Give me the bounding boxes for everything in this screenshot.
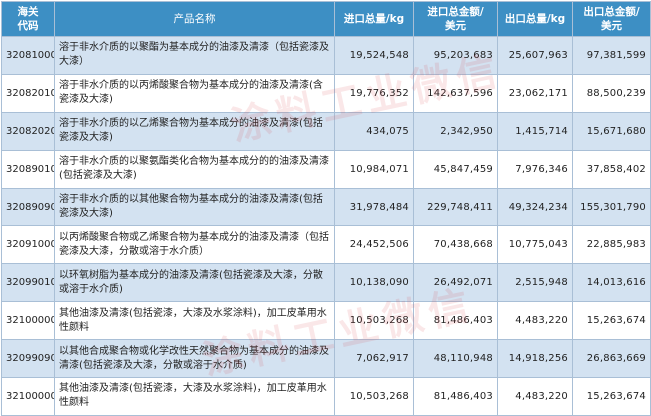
header-code: 海关 代码 (1, 1, 55, 37)
cell-code: 32081000 (1, 36, 55, 75)
table-row: 32081000 溶于非水介质的以聚酯为基本成分的油漆及清漆（包括瓷漆及大漆） … (1, 36, 651, 75)
cell-code: 32089010 (1, 149, 55, 189)
cell-import-qty: 24,452,506 (334, 225, 414, 265)
cell-code: 32100000 (1, 301, 55, 341)
cell-export-qty: 4,483,220 (497, 377, 573, 416)
cell-code: 32099010 (1, 263, 55, 303)
header-export-value: 出口总金额/美元 (572, 1, 651, 37)
table-row: 32099010 以环氧树脂为基本成分的油漆及清漆(包括瓷漆及大漆，分散或溶于水… (1, 263, 651, 303)
cell-export-value: 97,381,599 (572, 36, 651, 75)
cell-import-qty: 19,524,548 (334, 36, 414, 75)
header-import-qty: 进口总量/kg (334, 1, 414, 37)
cell-code: 32091000 (1, 225, 55, 265)
cell-export-value: 14,013,616 (572, 263, 651, 303)
cell-code: 32100000 (1, 377, 55, 416)
table-row: 32082010 溶于非水介质的以丙烯酸聚合物为基本成分的油漆及清漆(含瓷漆及大… (1, 73, 651, 113)
cell-import-value: 95,203,683 (413, 36, 498, 75)
cell-import-value: 2,342,950 (413, 111, 498, 151)
header-code-l1: 海关 (17, 6, 39, 18)
cell-import-value: 45,847,459 (413, 149, 498, 189)
cell-code: 32082010 (1, 73, 55, 113)
table-row: 32089090 溶于非水介质的以其他聚合物为基本成分的油漆及清漆(包括瓷漆及大… (1, 187, 651, 227)
cell-export-value: 15,263,674 (572, 301, 651, 341)
header-row: 海关代码 产品名称 进口总量/kg 进口总金额/美元 出口总量/kg 出口总金额… (1, 1, 651, 37)
cell-export-value: 15,671,680 (572, 111, 651, 151)
cell-export-qty: 2,515,948 (497, 263, 573, 303)
header-name: 产品名称 (54, 1, 335, 37)
cell-import-qty: 10,503,268 (334, 377, 414, 416)
cell-export-qty: 7,976,346 (497, 149, 573, 189)
cell-product-name: 以其他合成聚合物或化学改性天然聚合物为基本成分的油漆及清漆(包括瓷漆及大漆，分散… (54, 339, 335, 379)
cell-export-value: 22,885,983 (572, 225, 651, 265)
cell-import-qty: 10,138,090 (334, 263, 414, 303)
cell-import-qty: 434,075 (334, 111, 414, 151)
table-body: 32081000 溶于非水介质的以聚酯为基本成分的油漆及清漆（包括瓷漆及大漆） … (1, 36, 651, 416)
table-row: 32100000 其他油漆及清漆(包括瓷漆，大漆及水浆涂料)，加工皮革用水性颜料… (1, 301, 651, 341)
header-export-qty: 出口总量/kg (497, 1, 573, 37)
table-row: 32089010 溶于非水介质的以聚氨酯类化合物为基本成分的的油漆及清漆(包括瓷… (1, 149, 651, 189)
cell-export-value: 88,500,239 (572, 73, 651, 113)
table-row: 32100000 其他油漆及清漆(包括瓷漆，大漆及水浆涂料)，加工皮革用水性颜料… (1, 377, 651, 416)
cell-import-value: 81,486,403 (413, 377, 498, 416)
cell-import-value: 142,637,596 (413, 73, 498, 113)
cell-product-name: 其他油漆及清漆(包括瓷漆，大漆及水浆涂料)，加工皮革用水性颜料 (54, 377, 335, 416)
header-export-value-l2: 美元 (601, 20, 622, 32)
table-header: 海关代码 产品名称 进口总量/kg 进口总金额/美元 出口总量/kg 出口总金额… (1, 1, 651, 37)
cell-export-qty: 4,483,220 (497, 301, 573, 341)
cell-export-value: 15,263,674 (572, 377, 651, 416)
cell-export-qty: 23,062,171 (497, 73, 573, 113)
cell-export-qty: 49,324,234 (497, 187, 573, 227)
cell-export-qty: 25,607,963 (497, 36, 573, 75)
cell-product-name: 以丙烯酸聚合物或乙烯聚合物为基本成分的油漆及清漆（包括瓷漆及大漆，分散或溶于水介… (54, 225, 335, 265)
cell-export-qty: 14,918,256 (497, 339, 573, 379)
cell-product-name: 溶于非水介质的以聚氨酯类化合物为基本成分的的油漆及清漆(包括瓷漆及大漆) (54, 149, 335, 189)
table-row: 32082020 溶于非水介质的以乙烯聚合物为基本成分的油漆及清漆(包括瓷漆及大… (1, 111, 651, 151)
cell-import-qty: 7,062,917 (334, 339, 414, 379)
cell-import-qty: 31,978,484 (334, 187, 414, 227)
cell-import-qty: 10,503,268 (334, 301, 414, 341)
header-code-l2: 代码 (17, 20, 39, 32)
cell-code: 32099090 (1, 339, 55, 379)
cell-import-value: 81,486,403 (413, 301, 498, 341)
cell-code: 32082020 (1, 111, 55, 151)
cell-product-name: 溶于非水介质的以聚酯为基本成分的油漆及清漆（包括瓷漆及大漆） (54, 36, 335, 75)
cell-import-value: 70,438,668 (413, 225, 498, 265)
cell-product-name: 其他油漆及清漆(包括瓷漆，大漆及水浆涂料)，加工皮革用水性颜料 (54, 301, 335, 341)
cell-import-value: 26,492,071 (413, 263, 498, 303)
cell-product-name: 溶于非水介质的以乙烯聚合物为基本成分的油漆及清漆(包括瓷漆及大漆) (54, 111, 335, 151)
cell-import-value: 48,110,948 (413, 339, 498, 379)
table-row: 32099090 以其他合成聚合物或化学改性天然聚合物为基本成分的油漆及清漆(包… (1, 339, 651, 379)
cell-product-name: 溶于非水介质的以其他聚合物为基本成分的油漆及清漆(包括瓷漆及大漆) (54, 187, 335, 227)
cell-import-qty: 10,984,071 (334, 149, 414, 189)
header-export-value-l1: 出口总金额/ (583, 6, 640, 18)
cell-export-qty: 10,775,043 (497, 225, 573, 265)
cell-export-value: 37,858,402 (572, 149, 651, 189)
cell-product-name: 以环氧树脂为基本成分的油漆及清漆(包括瓷漆及大漆，分散或溶于水介质) (54, 263, 335, 303)
cell-export-value: 26,863,669 (572, 339, 651, 379)
table-row: 32091000 以丙烯酸聚合物或乙烯聚合物为基本成分的油漆及清漆（包括瓷漆及大… (1, 225, 651, 265)
cell-export-qty: 1,415,714 (497, 111, 573, 151)
cell-code: 32089090 (1, 187, 55, 227)
cell-import-value: 229,748,411 (413, 187, 498, 227)
cell-import-qty: 19,776,352 (334, 73, 414, 113)
cell-product-name: 溶于非水介质的以丙烯酸聚合物为基本成分的油漆及清漆(含瓷漆及大漆) (54, 73, 335, 113)
cell-export-value: 155,301,790 (572, 187, 651, 227)
header-import-value-l2: 美元 (445, 20, 466, 32)
header-import-value-l1: 进口总金额/ (427, 6, 484, 18)
header-import-value: 进口总金额/美元 (413, 1, 498, 37)
